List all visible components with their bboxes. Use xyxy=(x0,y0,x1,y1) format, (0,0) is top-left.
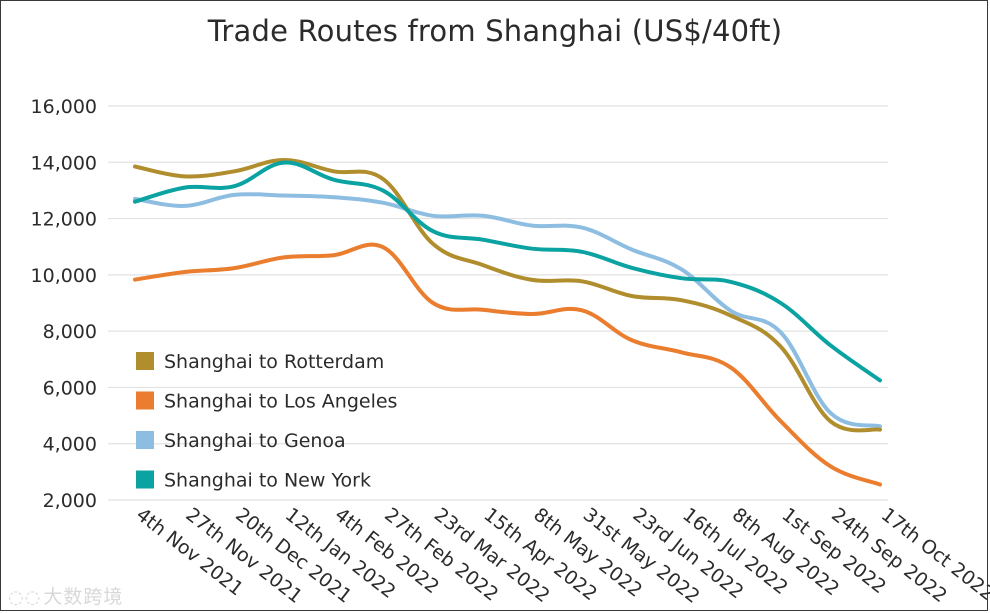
y-tick-label: 6,000 xyxy=(43,377,97,399)
y-tick-label: 12,000 xyxy=(31,209,97,231)
watermark: ◌◌ 大数跨境 xyxy=(8,582,123,609)
legend-label: Shanghai to Rotterdam xyxy=(164,351,384,373)
watermark-text: 大数跨境 xyxy=(43,586,124,608)
legend-label: Shanghai to New York xyxy=(164,470,371,492)
legend-label: Shanghai to Los Angeles xyxy=(164,391,397,413)
legend-swatch xyxy=(136,352,154,370)
series-line-shanghai-to-rotterdam xyxy=(133,158,882,433)
legend: Shanghai to Rotterdam Shanghai to Los Ang… xyxy=(136,351,397,492)
y-tick-label: 10,000 xyxy=(31,265,97,287)
legend-swatch xyxy=(136,391,154,410)
legend-label: Shanghai to Genoa xyxy=(164,430,346,452)
y-tick-label: 16,000 xyxy=(31,96,97,118)
y-tick-label: 2,000 xyxy=(43,490,97,512)
y-axis: 2,000 4,000 6,000 8,000 10,000 12,000 14,000 16… xyxy=(31,96,97,512)
y-tick-label: 4,000 xyxy=(43,434,97,456)
legend-swatch xyxy=(136,470,154,489)
legend-swatch xyxy=(136,431,154,449)
series-line-shanghai-to-new-york xyxy=(133,160,882,383)
series-lines xyxy=(133,158,882,487)
chart-title: Trade Routes from Shanghai (US$/40ft) xyxy=(207,14,783,48)
series-line-shanghai-to-genoa xyxy=(133,192,882,429)
y-tick-label: 14,000 xyxy=(31,152,97,174)
y-tick-label: 8,000 xyxy=(43,321,97,343)
logo-mark-icon: ◌◌ xyxy=(8,587,42,608)
series-line-shanghai-to-los-angeles xyxy=(133,242,882,487)
